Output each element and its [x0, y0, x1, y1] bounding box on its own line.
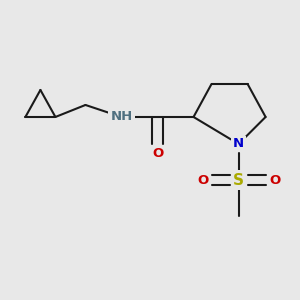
- Text: O: O: [269, 173, 280, 187]
- Text: N: N: [233, 137, 244, 151]
- Text: NH: NH: [110, 110, 133, 124]
- Text: O: O: [152, 146, 163, 160]
- Text: O: O: [197, 173, 208, 187]
- Text: S: S: [233, 172, 244, 188]
